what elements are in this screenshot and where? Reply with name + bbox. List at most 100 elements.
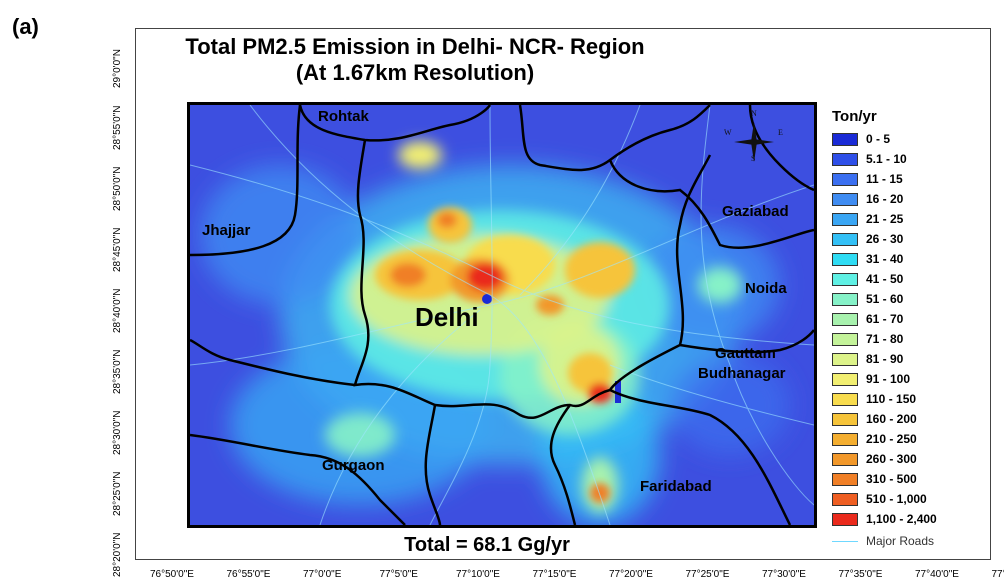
legend-item: 91 - 100: [832, 369, 992, 389]
lon-label: 77°20'0"E: [609, 569, 653, 580]
title-line-1: Total PM2.5 Emission in Delhi- NCR- Regi…: [185, 34, 645, 59]
place-budhanagar: Budhanagar: [698, 365, 786, 382]
lon-label: 76°50'0"E: [150, 569, 194, 580]
legend-item: 5.1 - 10: [832, 149, 992, 169]
legend-swatch: [832, 472, 858, 486]
lon-label: 77°45'0": [991, 569, 1004, 580]
title-line-2: (At 1.67km Resolution): [295, 60, 535, 85]
legend-swatch: [832, 152, 858, 166]
major-roads: [190, 105, 814, 525]
legend-item: 110 - 150: [832, 389, 992, 409]
legend-label: 51 - 60: [866, 292, 904, 306]
legend-label: 5.1 - 10: [866, 152, 907, 166]
legend-swatch: [832, 332, 858, 346]
latitude-axis: 29°0'0"N 28°55'0"N 28°50'0"N 28°45'0"N 2…: [112, 28, 134, 577]
compass-e: E: [778, 128, 783, 137]
place-noida: Noida: [745, 280, 787, 297]
legend-label: 0 - 5: [866, 132, 891, 146]
lat-label: 28°50'0"N: [112, 166, 123, 212]
place-jhajjar: Jhajjar: [202, 222, 251, 239]
lat-label: 28°25'0"N: [112, 471, 123, 517]
legend-item: 41 - 50: [832, 269, 992, 289]
emission-map-graphic: [190, 105, 814, 525]
lon-label: 77°30'0"E: [762, 569, 806, 580]
legend-label: 510 - 1,000: [866, 492, 927, 506]
legend-label: 1,100 - 2,400: [866, 512, 937, 526]
lon-label: 76°55'0"E: [226, 569, 271, 580]
place-gaziabad: Gaziabad: [722, 203, 789, 220]
legend-swatch: [832, 452, 858, 466]
legend-label: 26 - 30: [866, 232, 904, 246]
legend-swatch: [832, 192, 858, 206]
lat-label: 29°0'0"N: [112, 49, 123, 88]
legend-swatch: [832, 312, 858, 326]
legend-item: 21 - 25: [832, 209, 992, 229]
place-gurgaon: Gurgaon: [322, 457, 385, 474]
legend-label: 41 - 50: [866, 272, 904, 286]
legend-item: 61 - 70: [832, 309, 992, 329]
legend-item: 160 - 200: [832, 409, 992, 429]
place-gauttam: Gauttam: [715, 345, 776, 362]
lat-label: 28°35'0"N: [112, 349, 123, 395]
legend-swatch: [832, 352, 858, 366]
place-faridabad: Faridabad: [640, 478, 712, 495]
lat-label: 28°30'0"N: [112, 410, 123, 456]
legend-swatch: [832, 132, 858, 146]
legend-item: 31 - 40: [832, 249, 992, 269]
legend-item: 26 - 30: [832, 229, 992, 249]
lon-label: 77°40'0"E: [915, 569, 959, 580]
legend-swatch: [832, 272, 858, 286]
legend-swatch: [832, 512, 858, 526]
figure-frame: [135, 28, 991, 560]
legend-item: 510 - 1,000: [832, 489, 992, 509]
legend-label: 11 - 15: [866, 172, 903, 186]
legend-label: 16 - 20: [866, 192, 904, 206]
legend-label: 81 - 90: [866, 352, 904, 366]
legend-label: 91 - 100: [866, 372, 911, 386]
legend-label: 210 - 250: [866, 432, 917, 446]
legend-item: 0 - 5: [832, 129, 992, 149]
legend-swatch: [832, 172, 858, 186]
lat-label: 28°20'0"N: [112, 532, 123, 578]
legend-label: 260 - 300: [866, 452, 917, 466]
legend-label: 310 - 500: [866, 472, 917, 486]
legend-swatch: [832, 292, 858, 306]
high-emission-field: [375, 207, 635, 503]
legend-roads: Major Roads: [832, 531, 992, 551]
legend-swatch: [832, 212, 858, 226]
legend-item: 260 - 300: [832, 449, 992, 469]
legend-label: 71 - 80: [866, 332, 904, 346]
legend-label: 110 - 150: [866, 392, 917, 406]
legend-item: 11 - 15: [832, 169, 992, 189]
legend: Ton/yr 0 - 5 5.1 - 10 11 - 15 16 - 20 21 - 2…: [832, 108, 992, 551]
legend-item: 81 - 90: [832, 349, 992, 369]
legend-swatch: [832, 232, 858, 246]
total-emission: Total = 68.1 Gg/yr: [404, 534, 570, 556]
compass-icon: [734, 122, 774, 162]
legend-item: 51 - 60: [832, 289, 992, 309]
lon-label: 77°25'0"E: [685, 569, 730, 580]
legend-item: 1,100 - 2,400: [832, 509, 992, 529]
legend-swatch: [832, 432, 858, 446]
lon-label: 77°0'0"E: [303, 569, 342, 580]
legend-swatch: [832, 392, 858, 406]
map-title: Total PM2.5 Emission in Delhi- NCR- Regi…: [135, 34, 695, 86]
legend-swatch: [832, 412, 858, 426]
lat-label: 28°40'0"N: [112, 288, 123, 334]
compass-n: N: [751, 109, 757, 118]
place-rohtak: Rohtak: [318, 108, 369, 125]
lon-label: 77°5'0"E: [379, 569, 418, 580]
legend-item: 210 - 250: [832, 429, 992, 449]
district-boundaries: [190, 105, 814, 525]
place-delhi: Delhi: [415, 302, 479, 332]
legend-items: 0 - 5 5.1 - 10 11 - 15 16 - 20 21 - 25 26 - 3…: [832, 129, 992, 529]
legend-label: 61 - 70: [866, 312, 904, 326]
legend-label: 160 - 200: [866, 412, 917, 426]
legend-item: 310 - 500: [832, 469, 992, 489]
road-line-icon: [832, 540, 858, 542]
compass-rose: N W E S: [722, 109, 786, 164]
lat-label: 28°55'0"N: [112, 105, 123, 151]
compass-w: W: [724, 128, 732, 137]
lon-label: 77°15'0"E: [532, 569, 577, 580]
compass-s: S: [751, 154, 756, 163]
